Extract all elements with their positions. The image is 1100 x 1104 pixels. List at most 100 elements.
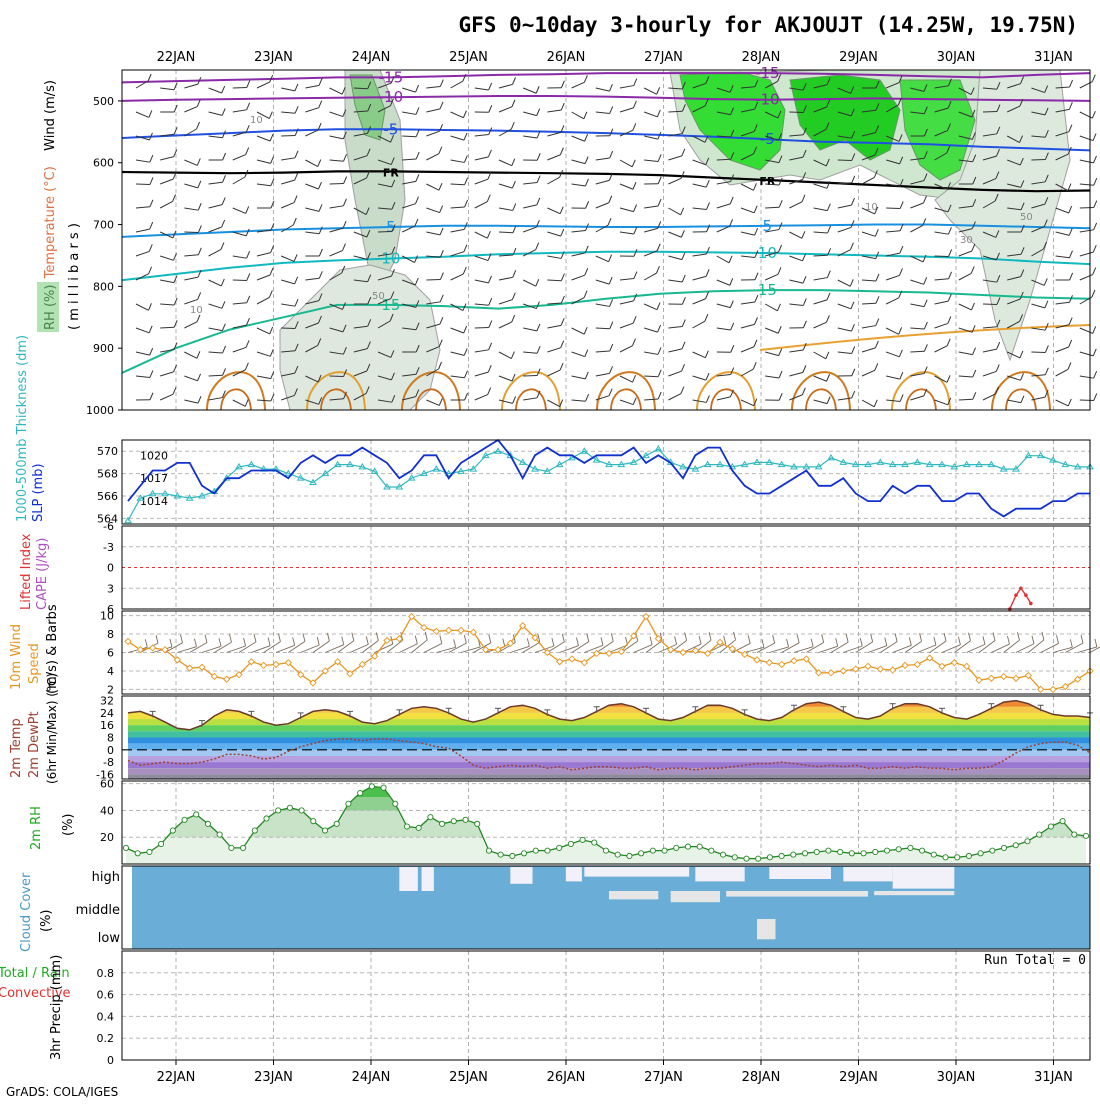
rh-legend-swatch xyxy=(37,282,59,332)
wind-barb xyxy=(197,100,200,107)
wind-barb xyxy=(1056,400,1069,406)
wind-barb xyxy=(415,256,418,263)
wind-barb xyxy=(136,207,150,208)
wind-barb xyxy=(948,227,951,234)
wind-barb-10m xyxy=(576,638,578,646)
wind-barb xyxy=(173,194,176,201)
wind-barb xyxy=(198,248,201,255)
wind-barb xyxy=(523,280,536,286)
wind-barb xyxy=(620,184,633,189)
rh-marker xyxy=(990,848,995,853)
wind-barb xyxy=(706,269,709,276)
wind-barb xyxy=(1080,252,1093,256)
wind-barb xyxy=(983,371,996,376)
wind-barb xyxy=(803,343,806,350)
x-tick-label-bottom: 22JAN xyxy=(157,1070,196,1085)
wind-barb xyxy=(802,388,805,395)
wind-barb xyxy=(1094,201,1097,208)
wind-barb-10m xyxy=(748,635,750,643)
wind-speed-marker xyxy=(261,662,267,668)
wind-barb-10m xyxy=(1041,643,1059,652)
rh-marker xyxy=(791,852,796,857)
rh-marker xyxy=(826,848,831,853)
wind-barb xyxy=(416,107,419,114)
temp-contour-warm xyxy=(697,372,755,410)
wind-barb xyxy=(609,255,612,262)
wind-barb xyxy=(886,376,900,379)
wind-barb xyxy=(222,220,225,227)
wind-barb xyxy=(572,376,586,379)
wind-barb xyxy=(209,375,223,376)
wind-speed-marker xyxy=(446,627,452,633)
cloud-level-label: low xyxy=(98,931,121,946)
wind-barb xyxy=(682,320,685,327)
wind-barb-10m xyxy=(425,632,427,640)
rh-marker xyxy=(639,851,644,856)
wind-barb xyxy=(851,198,854,205)
wind-barb xyxy=(596,158,610,160)
wind-barb xyxy=(668,178,681,184)
wind-barb xyxy=(536,86,539,93)
ylabel-part: Wind (m/s) xyxy=(43,80,58,151)
wind-barb xyxy=(257,136,270,141)
wind-barb xyxy=(814,352,826,359)
wind-barb xyxy=(547,232,560,236)
wind-barb xyxy=(499,84,513,88)
wind-barb xyxy=(330,112,343,117)
wind-barb xyxy=(1093,156,1096,163)
wind-barb xyxy=(330,88,343,94)
wind-barb xyxy=(609,277,612,284)
tick-label: 0 xyxy=(107,562,114,575)
wind-barb xyxy=(741,324,755,328)
wind-barb-10m xyxy=(1081,635,1083,643)
wind-barb xyxy=(451,352,465,355)
wind-barb xyxy=(149,326,152,333)
ylabel-line: Speed xyxy=(27,643,42,684)
wind-barb xyxy=(959,251,972,256)
wind-barb-10m xyxy=(366,636,368,644)
wind-barb-10m xyxy=(325,645,343,653)
wind-barb xyxy=(789,372,803,376)
rh-marker xyxy=(966,853,971,858)
tick-label: -6 xyxy=(103,520,114,533)
wind-barb xyxy=(572,136,585,141)
wind-barb xyxy=(693,321,705,328)
wind-barb xyxy=(765,274,778,280)
wind-barb xyxy=(319,271,322,278)
wind-barb xyxy=(1070,80,1073,87)
wind-barb-10m xyxy=(527,638,529,646)
wind-barb xyxy=(693,208,707,209)
wind-barb xyxy=(440,317,443,324)
wind-barb xyxy=(827,293,830,300)
wind-barb xyxy=(209,328,223,331)
wind-barb-10m xyxy=(794,647,813,653)
wind-barb xyxy=(451,112,464,118)
wind-barb xyxy=(499,322,512,328)
rh-marker xyxy=(498,852,503,857)
wind-barb-10m xyxy=(464,635,466,643)
cloud-gap xyxy=(399,867,418,891)
wind-barb xyxy=(489,298,492,305)
wind-barb xyxy=(610,151,613,158)
wind-barb xyxy=(935,279,949,280)
rh-marker xyxy=(814,849,819,854)
wind-barb xyxy=(935,323,948,328)
wind-barb xyxy=(924,277,927,284)
wind-barb-10m xyxy=(317,637,319,645)
wind-barb xyxy=(439,398,442,405)
wind-barb xyxy=(705,351,708,358)
wind-barb xyxy=(1068,399,1071,406)
wind-barb xyxy=(440,228,443,235)
wind-barb xyxy=(547,370,560,376)
wind-barb xyxy=(827,204,830,211)
wind-barb xyxy=(1093,268,1096,275)
wind-barb-10m xyxy=(757,643,775,652)
rh-marker xyxy=(451,819,456,824)
wind-barb xyxy=(658,392,661,399)
wind-barb xyxy=(633,375,636,382)
wind-barb xyxy=(271,372,274,379)
x-tick-label-bottom: 29JAN xyxy=(839,1070,878,1085)
wind-barb xyxy=(1031,304,1044,308)
